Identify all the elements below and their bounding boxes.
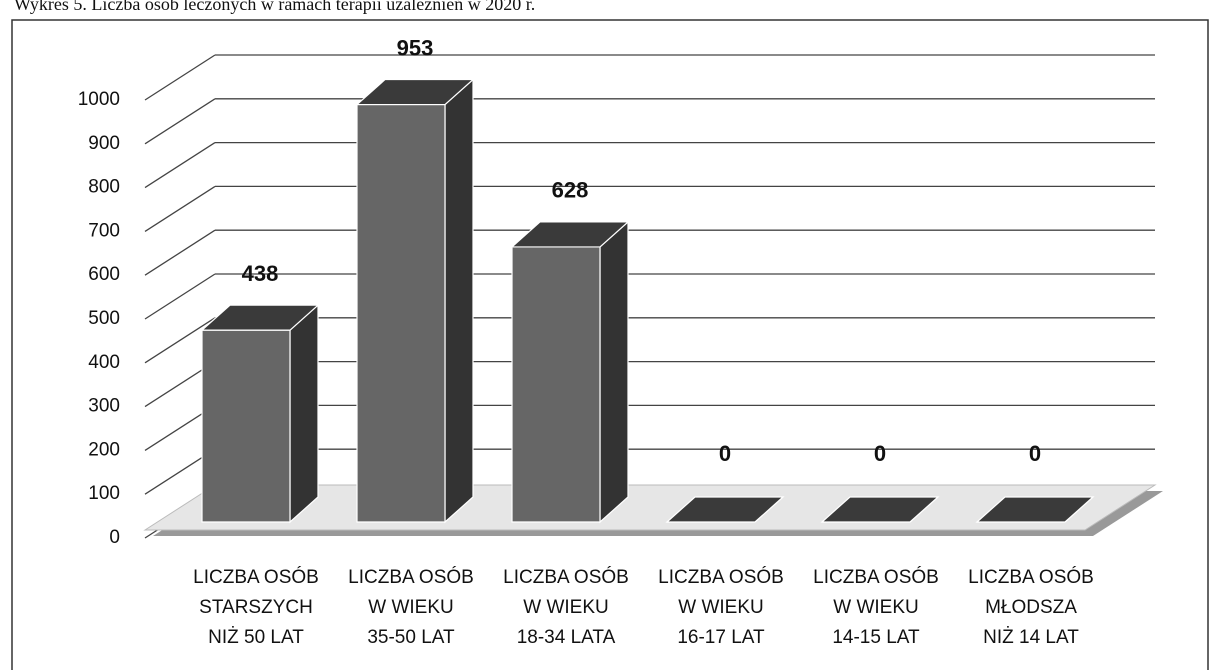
bar-front bbox=[356, 103, 446, 523]
bar-front bbox=[511, 246, 601, 523]
x-tick-label: W WIEKU bbox=[368, 597, 454, 618]
bar bbox=[820, 496, 940, 523]
data-label: 0 bbox=[1029, 441, 1041, 466]
y-tick-label: 0 bbox=[109, 527, 120, 548]
bar bbox=[510, 220, 630, 524]
x-tick-label: MŁODSZA bbox=[985, 597, 1077, 618]
bar-side bbox=[444, 78, 474, 524]
y-tick-label: 900 bbox=[88, 133, 120, 154]
x-tick-label: LICZBA OSÓB bbox=[348, 566, 474, 588]
x-tick-label: LICZBA OSÓB bbox=[193, 566, 319, 588]
grid-line bbox=[144, 142, 216, 189]
data-label: 0 bbox=[874, 441, 886, 466]
y-tick-label: 200 bbox=[88, 439, 120, 460]
grid-line bbox=[144, 98, 216, 145]
bar-top bbox=[665, 496, 785, 523]
x-tick-label: LICZBA OSÓB bbox=[503, 566, 629, 588]
grid-line bbox=[144, 185, 216, 232]
bar-top bbox=[200, 304, 320, 331]
x-tick-label: 18-34 LATA bbox=[517, 627, 616, 648]
x-tick-label: NIŻ 50 LAT bbox=[208, 627, 304, 648]
x-tick-label: 35-50 LAT bbox=[367, 627, 455, 648]
x-tick-label: 16-17 LAT bbox=[677, 627, 765, 648]
bar bbox=[975, 496, 1095, 523]
y-tick-label: 300 bbox=[88, 396, 120, 417]
grid-line bbox=[144, 317, 216, 364]
bar-side bbox=[289, 303, 319, 524]
x-tick-label: LICZBA OSÓB bbox=[658, 566, 784, 588]
y-tick-label: 500 bbox=[88, 308, 120, 329]
bar-side bbox=[599, 220, 629, 524]
x-tick-label: W WIEKU bbox=[523, 597, 609, 618]
data-label: 953 bbox=[397, 35, 434, 60]
x-tick-label: LICZBA OSÓB bbox=[813, 566, 939, 588]
x-tick-label: LICZBA OSÓB bbox=[968, 566, 1094, 588]
chart-title: Wykres 5. Liczba osób leczonych w ramach… bbox=[14, 0, 535, 14]
grid-line bbox=[144, 229, 216, 276]
bar bbox=[200, 303, 320, 524]
x-tick-label: W WIEKU bbox=[833, 597, 919, 618]
grid-line bbox=[144, 54, 216, 101]
bar-front bbox=[201, 329, 291, 523]
y-tick-label: 600 bbox=[88, 264, 120, 285]
x-tick-label: 14-15 LAT bbox=[832, 627, 920, 648]
data-label: 628 bbox=[552, 178, 589, 203]
y-tick-label: 700 bbox=[88, 220, 120, 241]
bar bbox=[665, 496, 785, 523]
bar-top bbox=[975, 496, 1095, 523]
x-tick-label: W WIEKU bbox=[678, 597, 764, 618]
bar bbox=[355, 78, 475, 524]
x-tick-label: NIŻ 14 LAT bbox=[983, 627, 1079, 648]
y-tick-label: 800 bbox=[88, 177, 120, 198]
grid-line bbox=[144, 273, 216, 320]
x-tick-label: STARSZYCH bbox=[199, 597, 313, 618]
y-tick-label: 100 bbox=[88, 483, 120, 504]
y-tick-label: 1000 bbox=[78, 89, 120, 110]
data-label: 0 bbox=[719, 441, 731, 466]
bar-top bbox=[820, 496, 940, 523]
bar-top bbox=[355, 78, 475, 106]
data-label: 438 bbox=[242, 261, 279, 286]
bar-top bbox=[510, 221, 630, 248]
y-tick-label: 400 bbox=[88, 352, 120, 373]
